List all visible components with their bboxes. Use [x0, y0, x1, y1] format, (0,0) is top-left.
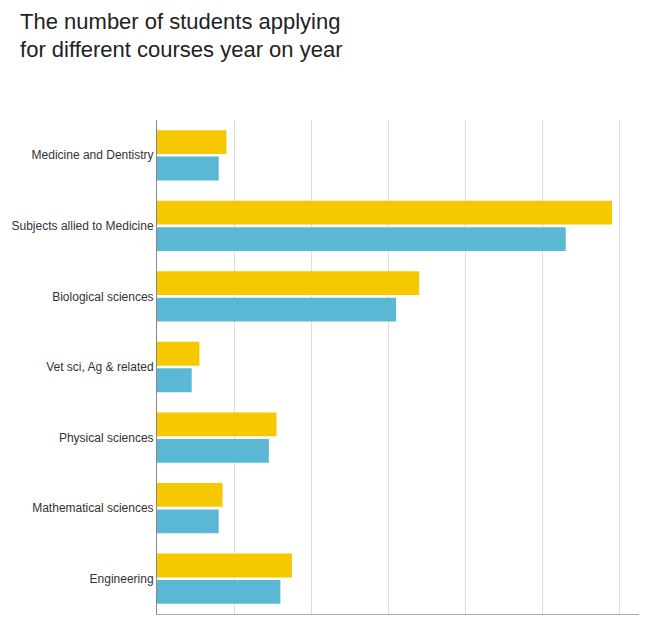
svg-text:Vet sci, Ag & related: Vet sci, Ag & related — [46, 360, 153, 374]
svg-text:Mathematical sciences: Mathematical sciences — [32, 501, 153, 515]
svg-text:Physical sciences: Physical sciences — [59, 431, 154, 445]
svg-text:The number of students applyin: The number of students applyingfor diffe… — [20, 9, 342, 63]
svg-text:Medicine and Dentistry: Medicine and Dentistry — [32, 148, 154, 162]
svg-text:Subjects allied to Medicine: Subjects allied to Medicine — [12, 219, 154, 233]
svg-text:Biological sciences: Biological sciences — [52, 290, 153, 304]
svg-text:Engineering: Engineering — [90, 572, 154, 586]
